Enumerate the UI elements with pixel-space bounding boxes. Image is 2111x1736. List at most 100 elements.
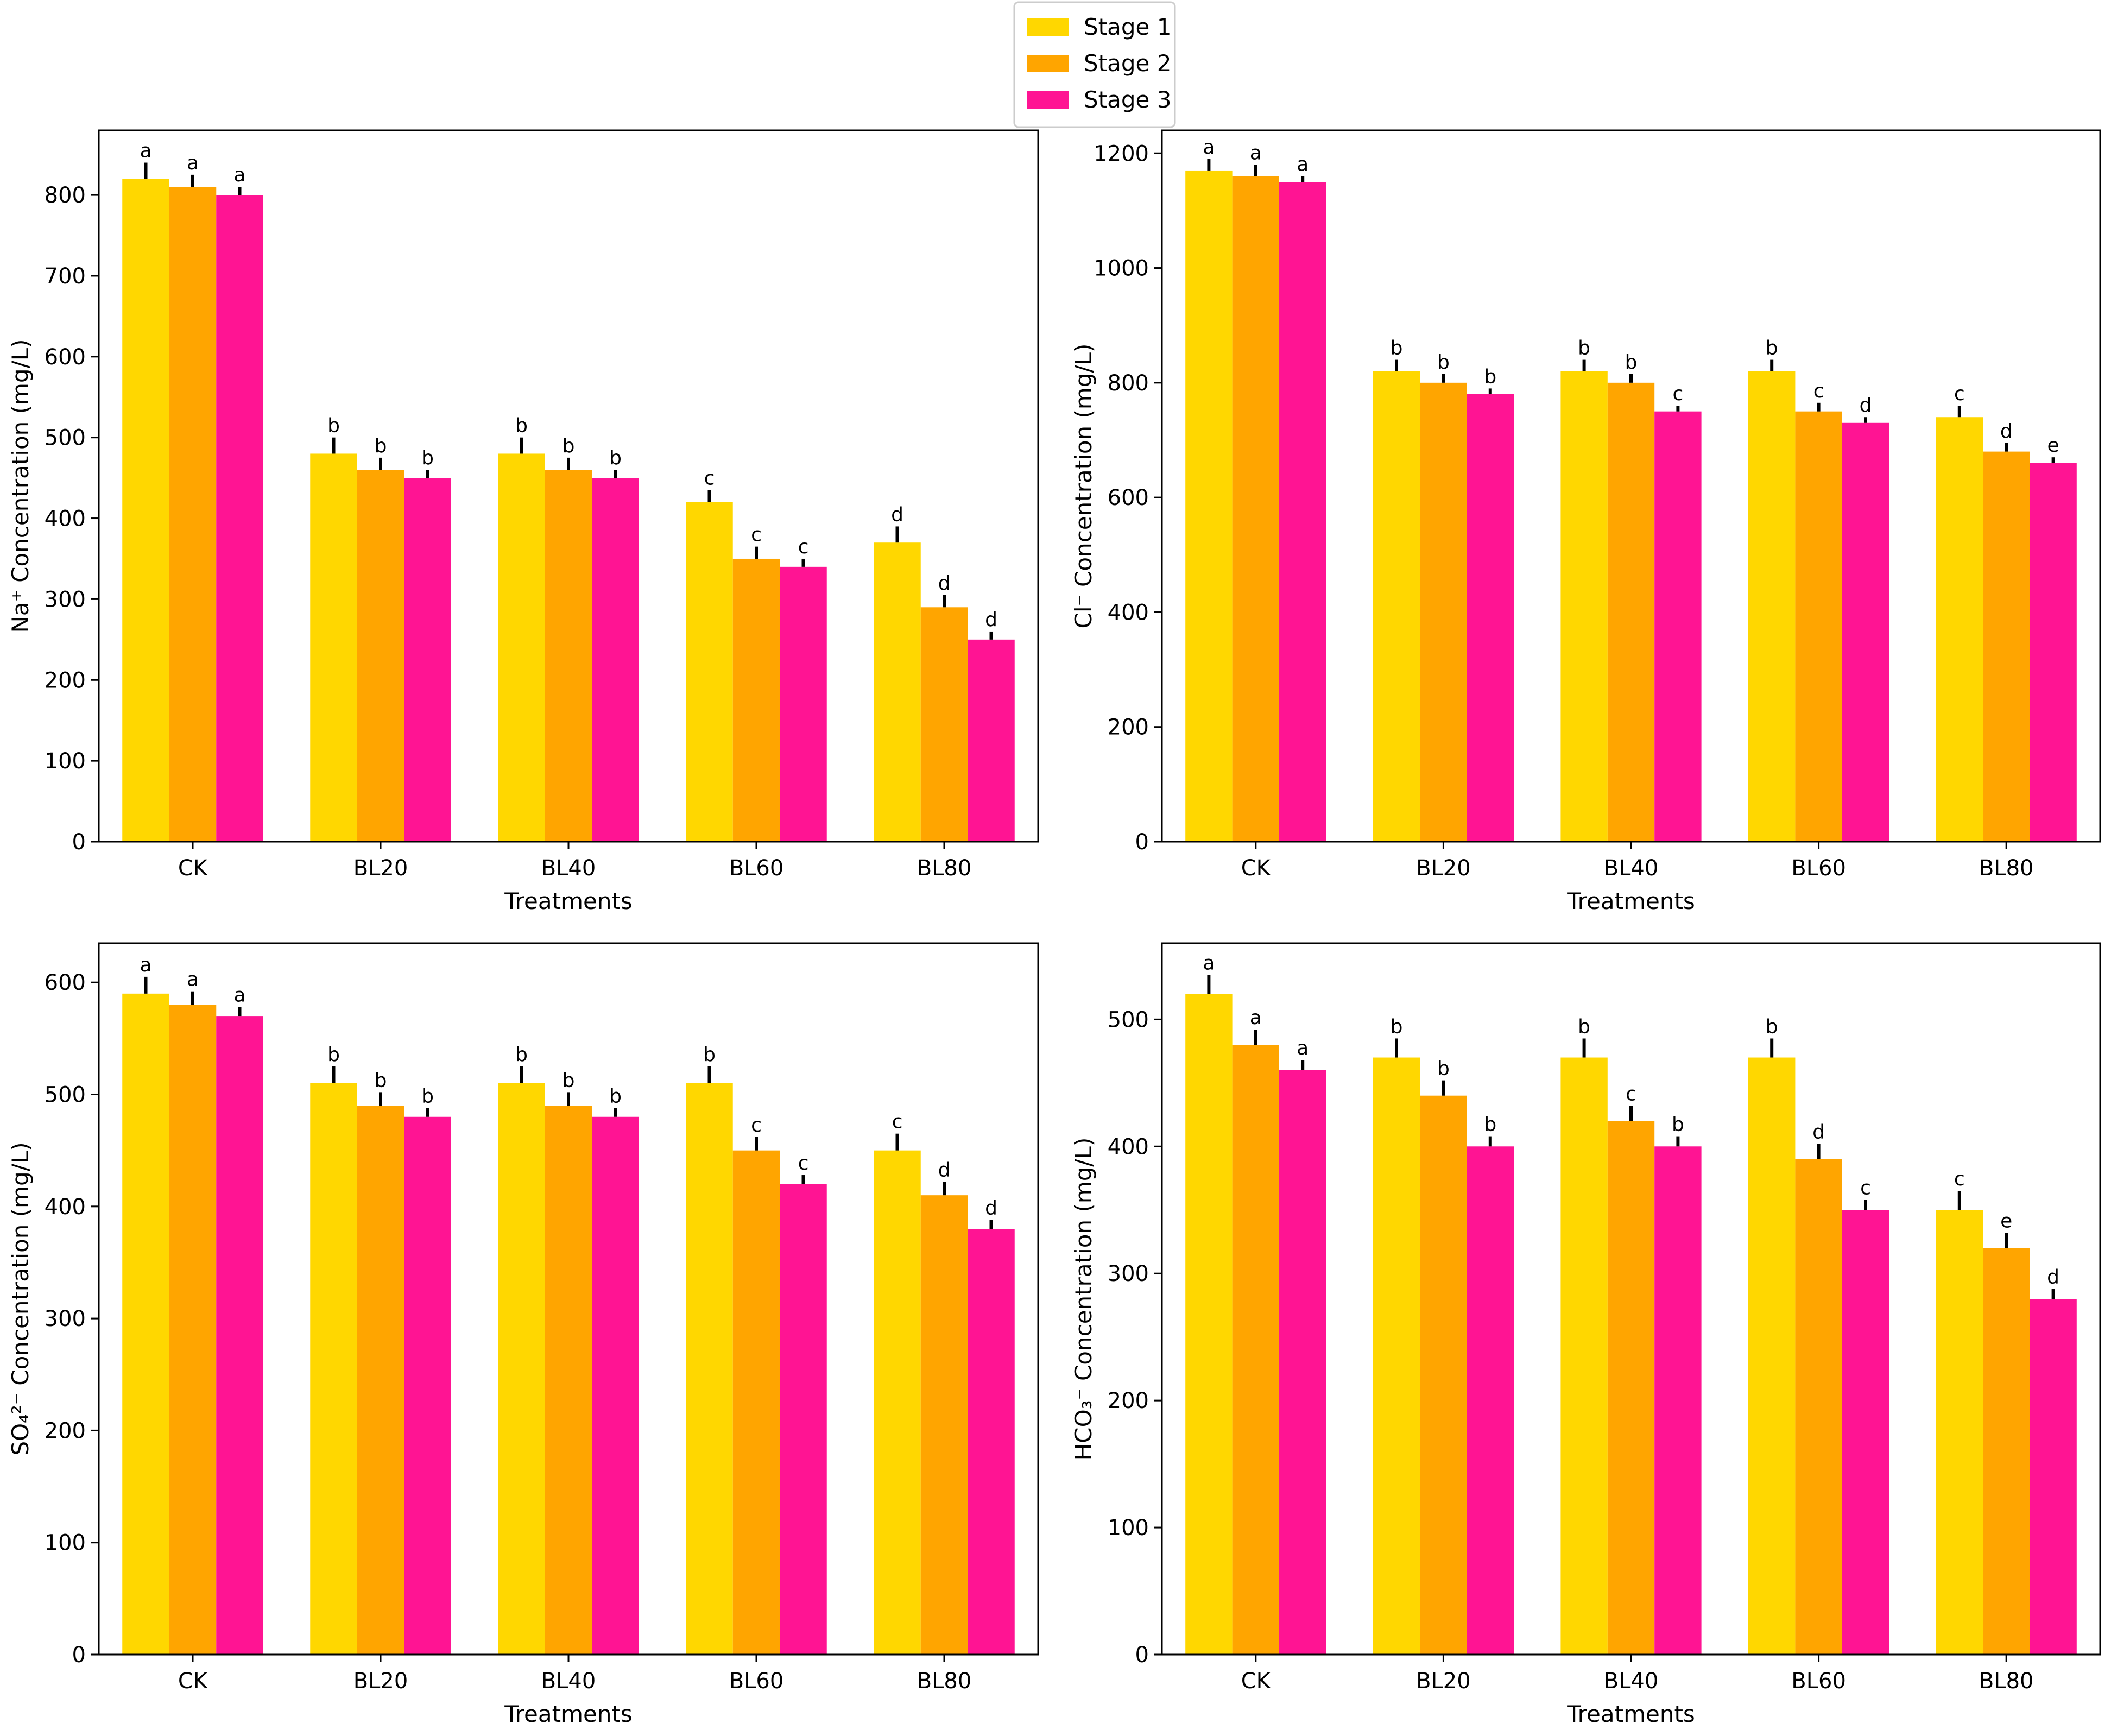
bar-stage-3-bl60 <box>1842 422 1889 842</box>
y-tick-label: 100 <box>45 1531 86 1556</box>
x-tick-label: BL60 <box>729 1669 784 1694</box>
significance-label: b <box>375 1069 387 1091</box>
bar-stage-3-bl20 <box>1467 394 1514 842</box>
significance-label: c <box>704 467 715 489</box>
bar-stage-2-ck <box>169 1005 217 1655</box>
significance-label: e <box>2047 434 2059 457</box>
y-axis-label: SO₄²⁻ Concentration (mg/L) <box>7 1142 34 1455</box>
significance-label: b <box>562 1069 575 1091</box>
y-tick-label: 200 <box>45 668 86 693</box>
significance-label: a <box>1250 1007 1262 1029</box>
bar-stage-3-bl60 <box>780 1184 827 1655</box>
significance-label: a <box>1297 1037 1309 1059</box>
significance-label: a <box>187 969 199 991</box>
bar-stage-3-ck <box>1279 182 1326 842</box>
bar-stage-1-bl20 <box>310 453 357 842</box>
significance-label: a <box>1250 142 1262 164</box>
x-tick-label: BL60 <box>1791 1669 1846 1694</box>
bar-stage-2-bl20 <box>1420 382 1467 842</box>
bar-stage-3-bl40 <box>592 478 639 842</box>
significance-label: b <box>421 1085 434 1107</box>
significance-label: d <box>985 1197 997 1220</box>
bar-stage-3-ck <box>1279 1070 1326 1655</box>
significance-label: c <box>798 536 809 558</box>
significance-label: a <box>1297 154 1309 176</box>
significance-label: b <box>609 1085 622 1107</box>
x-tick-label: BL40 <box>541 856 596 881</box>
y-tick-label: 300 <box>45 587 86 612</box>
x-tick-label: BL40 <box>1604 1669 1659 1694</box>
x-axis-label: Treatments <box>504 1701 633 1727</box>
significance-label: a <box>140 140 151 162</box>
legend: Stage 1 Stage 2 Stage 3 <box>1013 1 1176 128</box>
x-tick-label: BL20 <box>1416 856 1471 881</box>
bar-stage-2-bl20 <box>357 470 404 842</box>
x-tick-label: BL20 <box>1416 1669 1471 1694</box>
bar-stage-3-bl60 <box>1842 1210 1889 1655</box>
significance-label: a <box>233 164 245 186</box>
bar-stage-2-bl60 <box>1795 1159 1842 1655</box>
bar-stage-2-bl80 <box>1983 451 2030 842</box>
y-tick-label: 100 <box>45 749 86 774</box>
y-tick-label: 500 <box>1108 1007 1149 1032</box>
significance-label: b <box>1766 1015 1778 1038</box>
significance-label: d <box>2000 420 2013 443</box>
significance-label: b <box>1391 337 1403 359</box>
significance-label: b <box>703 1044 716 1066</box>
bar-stage-1-ck <box>1185 170 1233 842</box>
bar-stage-3-ck <box>216 195 263 842</box>
bar-stage-3-bl80 <box>968 1229 1015 1655</box>
bar-stage-3-bl80 <box>968 639 1015 842</box>
x-tick-label: BL20 <box>353 1669 408 1694</box>
significance-label: c <box>1813 380 1824 402</box>
significance-label: b <box>1578 337 1590 359</box>
bar-stage-1-bl80 <box>1936 1210 1983 1655</box>
legend-label: Stage 3 <box>1084 86 1171 113</box>
bar-stage-2-bl40 <box>1607 1121 1655 1655</box>
significance-label: b <box>327 1044 340 1066</box>
bar-stage-3-bl40 <box>1654 411 1702 842</box>
bar-stage-1-bl20 <box>310 1083 357 1655</box>
significance-label: a <box>1203 952 1215 974</box>
y-tick-label: 400 <box>45 1195 86 1220</box>
x-axis-label: Treatments <box>504 888 633 914</box>
x-tick-label: BL60 <box>1791 856 1846 881</box>
bar-stage-1-bl60 <box>1748 1057 1796 1655</box>
significance-label: a <box>233 984 245 1007</box>
significance-label: c <box>1626 1083 1636 1105</box>
x-tick-label: CK <box>1241 856 1272 881</box>
significance-label: b <box>515 415 528 437</box>
significance-label: d <box>1860 394 1872 416</box>
bar-stage-2-bl60 <box>732 1150 780 1655</box>
bar-stage-3-ck <box>216 1016 263 1655</box>
significance-label: d <box>938 572 951 595</box>
y-tick-label: 400 <box>1108 1134 1149 1159</box>
significance-label: c <box>892 1111 903 1133</box>
legend-swatch-stage-2 <box>1027 55 1069 72</box>
bar-stage-1-bl80 <box>874 542 921 842</box>
chart-panel-4: a b b b c a b c d e a b b c d 0 100 200 300 400 500 CK BL20 BL4… <box>1070 942 2101 1727</box>
significance-label: c <box>751 524 762 546</box>
significance-label: c <box>798 1152 809 1175</box>
bar-stage-1-bl60 <box>686 502 733 842</box>
bar-stage-3-bl80 <box>2030 463 2077 842</box>
significance-label: b <box>375 435 387 457</box>
significance-label: b <box>1625 351 1638 374</box>
significance-label: d <box>1812 1121 1825 1144</box>
bar-stage-2-bl40 <box>1607 382 1655 842</box>
bar-stage-1-bl60 <box>1748 371 1796 842</box>
significance-label: b <box>515 1044 528 1066</box>
plots-group: a b b c d a b b c d a b b c d 0 100 200 300 400 500 600 700 800… <box>7 129 2101 1727</box>
significance-label: b <box>1766 337 1778 359</box>
significance-label: a <box>1203 136 1215 159</box>
legend-label: Stage 2 <box>1084 50 1171 77</box>
y-tick-label: 0 <box>1135 830 1149 855</box>
x-tick-label: BL80 <box>1979 856 2034 881</box>
y-tick-label: 300 <box>1108 1261 1149 1286</box>
bar-stage-2-ck <box>1232 1045 1279 1655</box>
bar-stage-3-bl80 <box>2030 1299 2077 1655</box>
significance-label: a <box>187 152 199 174</box>
y-tick-label: 600 <box>45 345 86 370</box>
significance-label: b <box>1437 351 1450 374</box>
y-tick-label: 600 <box>45 970 86 995</box>
